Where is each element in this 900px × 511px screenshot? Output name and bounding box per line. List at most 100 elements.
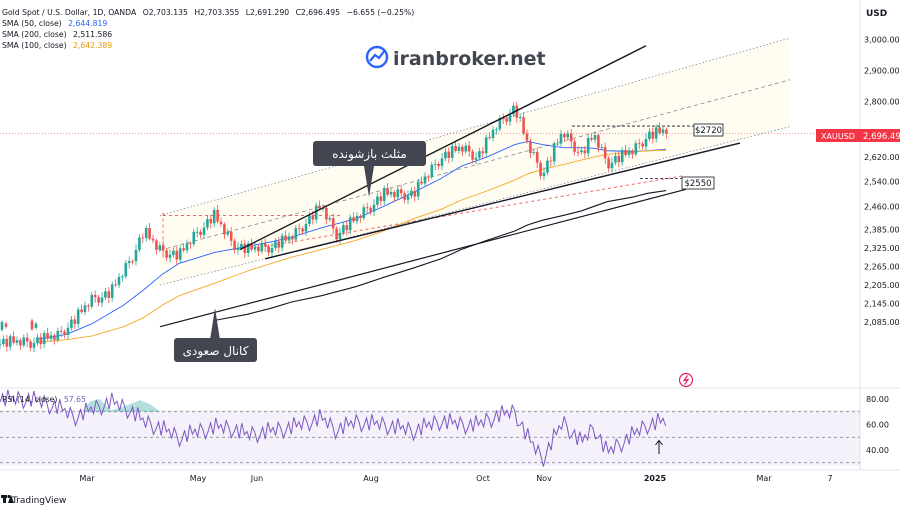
candle-body (280, 235, 284, 248)
lightning-icon[interactable] (678, 372, 694, 388)
candle-body (107, 291, 111, 298)
candle-body (549, 160, 553, 162)
candle-body (420, 181, 423, 184)
price-tick-label: 2,540.000 (864, 178, 900, 187)
candle-body (97, 297, 100, 303)
price-tick-label: 3,000.000 (864, 36, 900, 45)
rsi-levels-layer (0, 411, 860, 464)
candle-body (498, 118, 502, 130)
candle-body (348, 217, 352, 231)
candle-body (345, 225, 349, 231)
time-tick-label: 2025 (644, 474, 667, 483)
candle-body (382, 188, 386, 202)
price-tick-label: 2,145.000 (864, 300, 900, 309)
legend-sma100[interactable]: SMA (100, close) 2,642.389 (2, 41, 112, 50)
candle-body (440, 158, 444, 166)
candle-body (185, 243, 189, 251)
legend-sma50[interactable]: SMA (50, close) 2,644.819 (2, 19, 107, 28)
triangle-lower-trendline (264, 142, 741, 260)
legend-sma200[interactable]: SMA (200, close) 2,511.586 (2, 30, 112, 39)
time-tick-label: Mar (79, 474, 95, 483)
candle-body (219, 221, 223, 225)
price-axis[interactable]: 3,000.0002,900.0002,800.0002,700.0002,62… (864, 36, 900, 328)
candle-body (15, 340, 19, 343)
candle-body (240, 243, 243, 248)
candle-body (648, 131, 651, 140)
candle-body (338, 232, 342, 240)
candle-body (260, 243, 264, 252)
time-tick-label: Mar (756, 474, 772, 483)
candle-body (161, 245, 165, 251)
candle-body (76, 309, 80, 324)
tradingview-logo[interactable] (1, 494, 14, 503)
candle-body (206, 219, 209, 228)
candle-body (87, 305, 90, 307)
channel-mid-line (159, 79, 791, 251)
candle-body (491, 129, 495, 139)
candle-body (563, 133, 566, 138)
candle-body (229, 231, 233, 241)
candle-body (148, 228, 151, 239)
tradingview-brand: TradingView (11, 496, 66, 506)
triangle-callout: مثلث بازشونده (313, 141, 426, 197)
rsi-axis[interactable]: 80.00 60.00 40.00 (866, 395, 889, 455)
candle-body (610, 162, 614, 169)
candle-body (202, 227, 206, 235)
candle-body (66, 327, 70, 335)
candle-body (512, 105, 515, 115)
candle-body (600, 147, 604, 149)
chart-legend-main: Gold Spot / U.S. Dollar, 1D, OANDA O2,70… (2, 8, 414, 17)
candle-body (104, 291, 107, 298)
candle-body (461, 146, 464, 152)
candle-body (250, 243, 253, 250)
price-tick-label: 2,085.000 (864, 318, 900, 327)
sma100-line (38, 149, 667, 343)
price-tick-label: 2,325.000 (864, 244, 900, 253)
candle-body (192, 231, 196, 245)
candle-body (474, 157, 478, 160)
candle-body (165, 250, 168, 258)
candle-body (522, 117, 525, 134)
candle-body (573, 141, 576, 152)
candle-body (661, 129, 665, 133)
sma200-support-line (159, 188, 687, 328)
candle-body (450, 145, 454, 158)
candle-body (607, 158, 610, 169)
candle-body (471, 151, 474, 160)
candle-body (399, 189, 403, 194)
candle-body (12, 336, 15, 343)
candle-body (644, 139, 648, 147)
candle-body (175, 250, 179, 260)
level-2550-tag: $2550 (681, 176, 715, 190)
candle-body (32, 343, 36, 348)
candle-body (335, 228, 338, 240)
candle-body (100, 297, 104, 303)
candle-body (457, 146, 461, 151)
time-tick-label: 7 (827, 474, 832, 483)
candle-body (654, 127, 658, 139)
candle-body (155, 240, 158, 250)
candle-body (454, 145, 457, 151)
candle-body (508, 114, 512, 122)
triangle-label: مثلث بازشونده (332, 147, 407, 162)
candle-body (216, 209, 219, 222)
candle-body (80, 309, 83, 313)
candle-body (365, 207, 369, 209)
price-tick-label: 2,460.000 (864, 202, 900, 211)
candle-body (627, 150, 631, 155)
candle-body (427, 176, 430, 178)
candle-body (34, 323, 38, 328)
candle-body (542, 172, 546, 176)
candle-body (617, 155, 621, 163)
candle-body (93, 294, 97, 298)
candle-body (178, 248, 182, 260)
candle-body (651, 131, 655, 139)
candle-body (59, 330, 63, 332)
candle-body (403, 193, 406, 200)
candle-body (121, 276, 124, 278)
rsi-legend[interactable]: RSI (14, close) 57.65 (2, 395, 86, 404)
time-axis[interactable]: Mar May Jun Aug Oct Nov 2025 Mar 7 (79, 474, 832, 483)
candle-body (117, 276, 121, 286)
time-tick-label: Jun (250, 474, 264, 483)
